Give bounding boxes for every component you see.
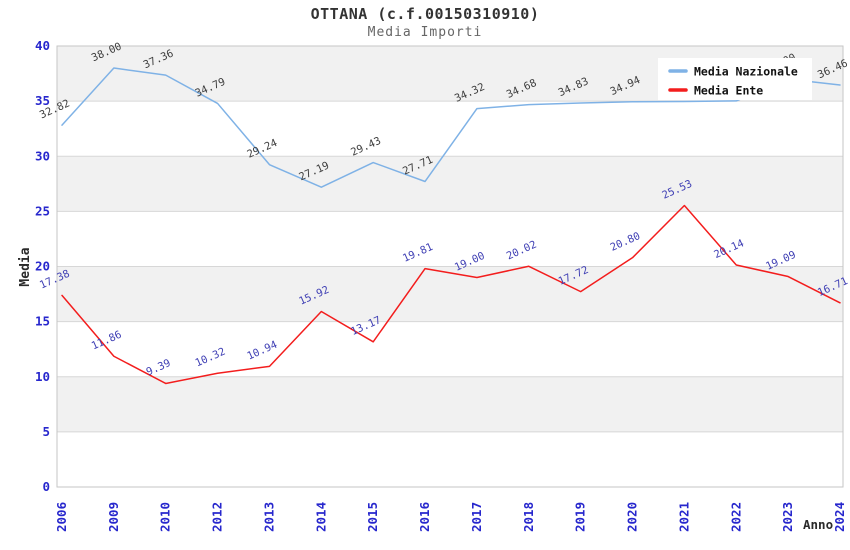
y-axis-ticks: 0 5 10 15 20 25 30 35 40: [35, 38, 50, 494]
x-tick-label: 2022: [728, 502, 743, 532]
y-axis-title: Media: [18, 247, 33, 286]
legend-label: Media Ente: [694, 84, 763, 98]
grid-lines: [57, 100, 843, 433]
x-tick-label: 2012: [210, 502, 225, 532]
y-tick-label: 5: [42, 424, 50, 439]
x-tick-label: 2009: [106, 502, 121, 532]
x-tick-label: 2006: [54, 502, 69, 532]
x-tick-label: 2015: [365, 502, 380, 532]
x-axis-title: Anno: [803, 517, 833, 532]
x-tick-label: 2023: [780, 502, 795, 532]
x-tick-label: 2010: [158, 502, 173, 532]
plot-area-border: [56, 45, 844, 488]
y-tick-label: 35: [35, 93, 50, 108]
x-tick-label: 2018: [521, 502, 536, 532]
chart-subtitle: Media Importi: [367, 25, 483, 40]
x-tick-label: 2017: [469, 502, 484, 532]
legend-label: Media Nazionale: [694, 65, 798, 79]
x-tick-label: 2013: [261, 502, 276, 532]
y-tick-label: 10: [35, 369, 50, 384]
y-tick-label: 30: [35, 148, 50, 163]
x-tick-label: 2020: [625, 502, 640, 532]
y-tick-label: 15: [35, 314, 50, 329]
y-tick-label: 40: [35, 38, 50, 53]
y-tick-label: 0: [42, 479, 50, 494]
y-tick-label: 25: [35, 203, 50, 218]
x-tick-label: 2016: [417, 502, 432, 532]
series-media-nazionale-line: [61, 67, 841, 188]
plot-bands: [57, 46, 843, 487]
x-tick-label: 2024: [832, 502, 847, 532]
x-tick-label: 2014: [313, 502, 328, 532]
x-tick-label: 2021: [676, 502, 691, 532]
y-tick-label: 20: [35, 259, 50, 274]
series-media-ente-line: [61, 204, 841, 385]
legend: Media Nazionale Media Ente: [658, 58, 812, 100]
x-axis-ticks: 2006 2009 2010 2012 2013 2014 2015 2016 2017 2018…: [54, 502, 847, 532]
x-tick-label: 2019: [573, 502, 588, 532]
chart-title: OTTANA (c.f.00150310910): [310, 5, 540, 23]
